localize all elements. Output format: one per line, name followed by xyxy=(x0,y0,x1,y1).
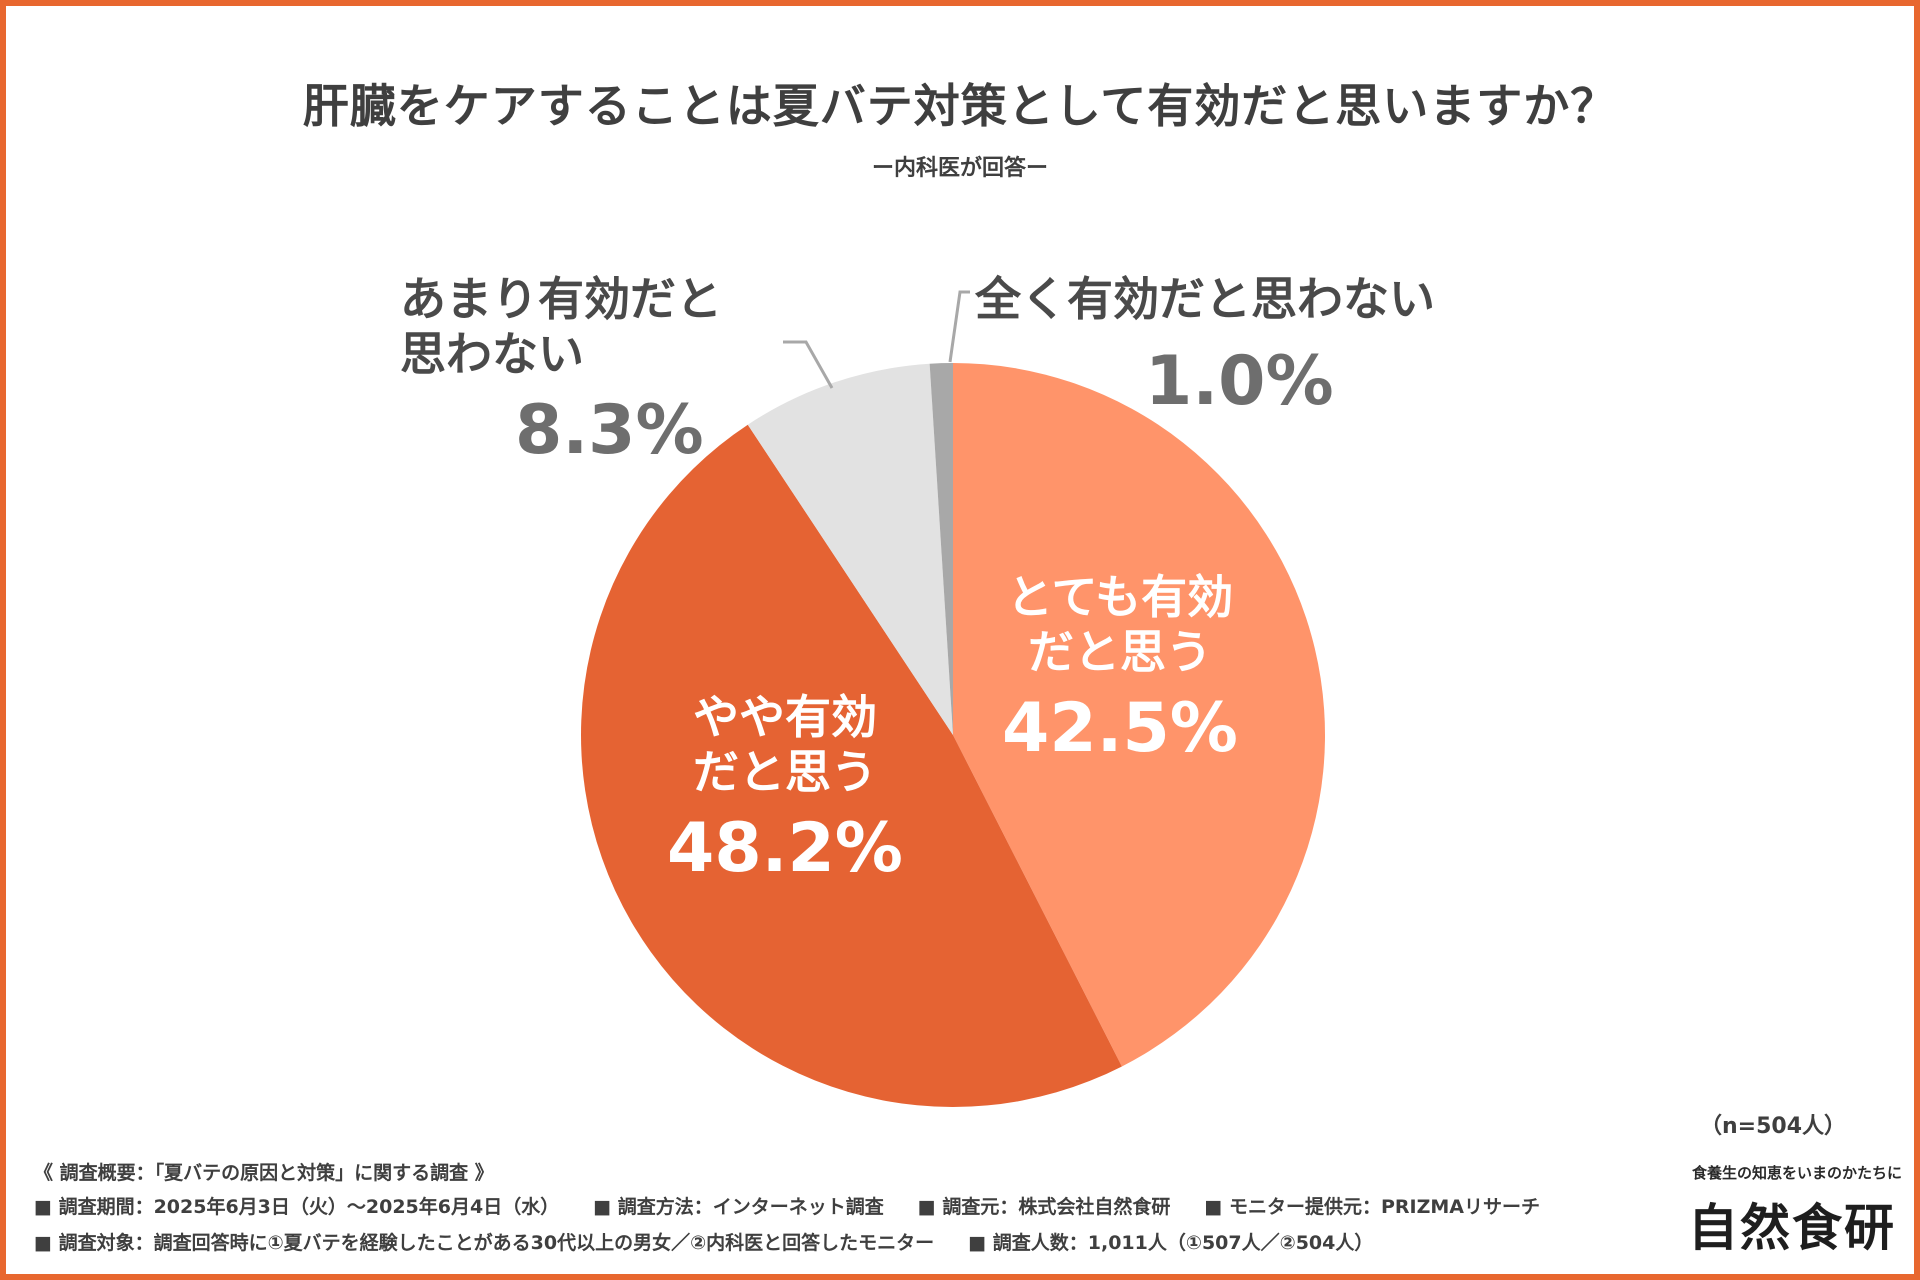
slice-somewhat-effective xyxy=(580,424,1122,1108)
slice-value: 8.3% xyxy=(515,391,704,471)
slice-value: 1.0% xyxy=(1145,342,1334,422)
slice-very-effective xyxy=(953,363,1326,1067)
slice-value: 48.2% xyxy=(667,809,903,889)
survey-period: ■ 調査期間：2025年6月3日（火）～2025年6月4日（水） xyxy=(34,1196,560,1218)
survey-line-1: ■ 調査期間：2025年6月3日（火）～2025年6月4日（水） ■ 調査方法：イ… xyxy=(34,1192,1574,1219)
slice-name: 思わない xyxy=(400,327,584,382)
slice-not-effective xyxy=(929,363,953,735)
sample-size: （n=504人） xyxy=(1700,1114,1847,1139)
slice-label-very-effective: とても有効 だと思う 42.5% xyxy=(960,570,1280,770)
slice-name: だと思う xyxy=(693,745,877,800)
slice-not-very-effective xyxy=(747,363,953,735)
survey-count: ■ 調査人数：1,011人（①507人／②504人） xyxy=(968,1232,1374,1254)
brand-logo: 自然食研 xyxy=(1688,1198,1896,1257)
chart-title: 肝臓をケアすることは夏バテ対策として有効だと思いますか？ xyxy=(302,79,1618,133)
slice-label-not-effective: 全く有効だと思わない 1.0% xyxy=(975,272,1495,423)
brand-tagline: 食養生の知恵をいまのかたちに xyxy=(1692,1164,1903,1182)
survey-target: ■ 調査対象：調査回答時に①夏バテを経験したことがある30代以上の男女／②内科医… xyxy=(34,1232,935,1254)
slice-label-not-very-effective: あまり有効だと 思わない 8.3% xyxy=(400,272,760,472)
survey-provider: ■ モニター提供元：PRIZMAリサーチ xyxy=(1204,1196,1540,1218)
slice-name: 全く有効だと思わない xyxy=(975,272,1435,326)
survey-heading: 《 調査概要：「夏バテの原因と対策」に関する調査 》 xyxy=(34,1162,494,1184)
chart-subtitle: ー内科医が回答ー xyxy=(871,156,1048,181)
slice-name: あまり有効だと xyxy=(400,272,722,326)
survey-method: ■ 調査方法：インターネット調査 xyxy=(593,1196,884,1218)
slice-name: やや有効 xyxy=(693,690,877,744)
leader-line-not-effective xyxy=(948,290,970,363)
slice-name: とても有効 xyxy=(1006,570,1234,624)
leader-line-not-very-effective xyxy=(783,340,834,389)
slice-label-somewhat-effective: やや有効 だと思う 48.2% xyxy=(630,690,940,890)
slice-name: だと思う xyxy=(1028,625,1212,680)
slice-value: 42.5% xyxy=(1002,689,1238,769)
survey-source: ■ 調査元：株式会社自然食研 xyxy=(917,1196,1171,1218)
survey-line-2: ■ 調査対象：調査回答時に①夏バテを経験したことがある30代以上の男女／②内科医… xyxy=(34,1228,1407,1255)
